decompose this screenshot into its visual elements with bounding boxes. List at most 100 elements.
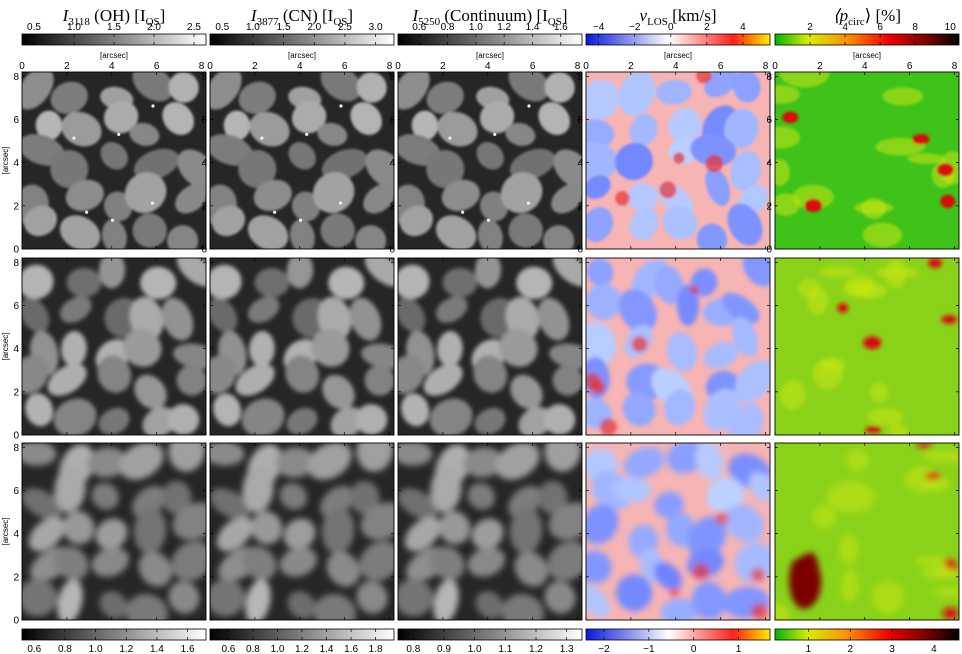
colorbar-tick-label: 2.0 [307, 22, 321, 33]
x-tick-label: 2 [628, 61, 634, 72]
y-axis-label: [arcsec] [1, 146, 10, 174]
colorbar-tick-label: 1.8 [369, 644, 383, 654]
colorbar-tick-label: 1.6 [181, 644, 195, 654]
y-tick-label: 6 [13, 301, 19, 312]
y-tick-label: 8 [201, 72, 207, 83]
y-tick-label: 0 [389, 245, 395, 256]
colorbar-top-3: 0.6 0.8 1.0 1.2 1.4 1.6 [397, 22, 583, 46]
colorbar-tick-label: 1.0 [67, 22, 81, 33]
panel-frame [209, 257, 395, 436]
panel-image [210, 258, 394, 435]
colorbar-gradient [397, 628, 583, 641]
x-tick-label: 0 [772, 61, 778, 72]
panel-image [586, 258, 770, 435]
colorbar-tick-label: 4 [931, 644, 937, 654]
x-tick-label: 4 [485, 61, 491, 72]
colorbar-tick-label: −2 [629, 22, 641, 33]
colorbar-tick-label: 6 [877, 22, 883, 33]
y-tick-label: 8 [13, 443, 19, 454]
panel-frame [21, 442, 207, 621]
column-title-4: vLOS [km/s] [640, 6, 717, 28]
x-tick-label: 0 [19, 61, 25, 72]
panel-frame [585, 71, 771, 250]
colorbar-top-5: 2 4 6 8 10 [774, 22, 960, 46]
y-tick-label: 8 [13, 258, 19, 269]
y-tick-label: 2 [577, 201, 583, 212]
colorbar-tick-label: 0.6 [221, 644, 235, 654]
y-tick-label: 0 [577, 245, 583, 256]
colorbar-gradient [209, 33, 395, 46]
y-tick-label: 2 [389, 201, 395, 212]
colorbar-bottom-3: 0.8 0.9 1.0 1.1 1.2 1.3 [397, 628, 583, 654]
panel-frame [209, 442, 395, 621]
x-tick-label: 2 [252, 61, 258, 72]
panel-r2-c1: 0 2 4 6 8 [arcsec] [1, 257, 207, 442]
panel-frame [397, 442, 583, 621]
colorbar-tick-label: 1.0 [469, 22, 483, 33]
top-colorbars: 0.5 1.0 1.5 2.0 2.5 0.5 1.0 1.5 2.0 2.5 3.0 0.6 0.8 1… [21, 22, 960, 46]
panel-image [22, 258, 206, 435]
column-title-3: I5250 (Continuum) [IQS] [411, 6, 567, 28]
panel-frame [774, 257, 960, 436]
panel-image [586, 443, 770, 620]
colorbar-tick-label: 1.2 [497, 22, 511, 33]
panel-image [210, 72, 394, 249]
colorbar-tick-label: 1 [806, 644, 812, 654]
panel-image [22, 443, 206, 620]
y-tick-label: 2 [201, 201, 207, 212]
colorbar-tick-label: −1 [643, 644, 655, 654]
panel-image [586, 72, 770, 249]
panel-frame [774, 442, 960, 621]
x-axis-label: [arcsec] [476, 51, 504, 60]
panel-frame [21, 257, 207, 436]
colorbar-top-2: 0.5 1.0 1.5 2.0 2.5 3.0 [209, 22, 395, 46]
y-tick-label: 8 [389, 72, 395, 83]
x-tick-label: 8 [575, 61, 581, 72]
column-title-5: ⟨pcirc⟩ [%] [833, 6, 901, 28]
y-tick-label: 4 [389, 158, 395, 169]
y-tick-label: 6 [13, 486, 19, 497]
x-tick-label: 2 [817, 61, 823, 72]
x-tick-label: 4 [109, 61, 115, 72]
panel-frame [774, 71, 960, 250]
colorbar-tick-label: 1.4 [150, 644, 164, 654]
colorbar-tick-label: 0.9 [437, 644, 451, 654]
colorbar-tick-label: 0.5 [215, 22, 229, 33]
panel-r2-c4 [585, 257, 771, 436]
colorbar-tick-label: 2.5 [338, 22, 352, 33]
colorbar-tick-label: 1.5 [277, 22, 291, 33]
colorbar-tick-label: 1.0 [271, 644, 285, 654]
y-axis-label: [arcsec] [1, 332, 10, 360]
colorbar-tick-label: 1.2 [529, 644, 543, 654]
colorbar-tick-label: 0 [691, 644, 697, 654]
y-tick-label: 0 [13, 616, 19, 627]
y-tick-label: 2 [13, 201, 19, 212]
y-tick-label: 0 [201, 245, 207, 256]
y-tick-label: 6 [389, 115, 395, 126]
x-tick-label: 8 [952, 61, 958, 72]
panel-frame [397, 257, 583, 436]
panel-r2-c3 [397, 257, 583, 436]
panel-r3-c4 [585, 442, 771, 621]
x-tick-label: 4 [673, 61, 679, 72]
y-tick-label: 4 [577, 158, 583, 169]
y-tick-label: 6 [201, 115, 207, 126]
colorbar-tick-label: 8 [912, 22, 918, 33]
panel-image [775, 72, 959, 249]
colorbar-tick-label: 3.0 [369, 22, 383, 33]
colorbar-tick-label: 2 [704, 22, 710, 33]
panel-r3-c1: 0 2 4 6 8 [arcsec] [1, 442, 207, 627]
x-axis-label: [arcsec] [664, 51, 692, 60]
panel-r1-c3: 0 2 4 6 8 0 2 4 6 8 [arcsec] [389, 51, 583, 256]
x-tick-label: 8 [199, 61, 205, 72]
y-tick-label: 6 [577, 115, 583, 126]
colorbar-tick-label: 0.8 [246, 644, 260, 654]
colorbar-tick-label: 1.0 [89, 644, 103, 654]
y-tick-label: 4 [201, 158, 207, 169]
x-tick-label: 2 [440, 61, 446, 72]
panel-image [398, 443, 582, 620]
y-tick-label: 4 [13, 158, 19, 169]
